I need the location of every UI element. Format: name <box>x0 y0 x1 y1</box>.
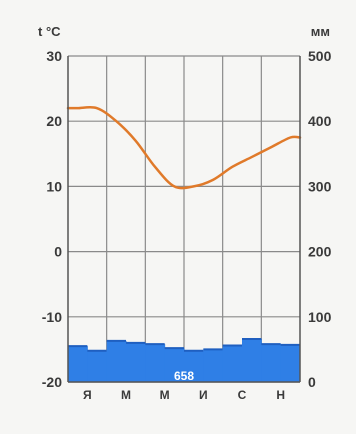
month-label: М <box>121 388 131 402</box>
month-label: И <box>199 388 208 402</box>
precipitation-bar <box>242 338 262 382</box>
precipitation-tick-label: 200 <box>308 244 332 260</box>
temperature-tick-label: -10 <box>42 309 62 325</box>
temperature-tick-label: -20 <box>42 374 62 390</box>
temperature-tick-label: 0 <box>54 244 62 260</box>
precipitation-bar <box>68 346 88 382</box>
precipitation-bar <box>106 340 127 382</box>
precipitation-bar <box>222 345 243 382</box>
month-label: М <box>160 388 170 402</box>
grid <box>68 55 300 383</box>
month-label: Н <box>276 388 285 402</box>
precipitation-tick-label: 0 <box>308 374 316 390</box>
precipitation-bar <box>184 350 204 382</box>
precipitation-bar <box>280 344 301 382</box>
precipitation-bar <box>261 344 282 382</box>
precipitation-tick-label: 500 <box>308 48 332 64</box>
left-axis-unit: t °C <box>38 24 61 39</box>
precipitation-tick-label: 300 <box>308 178 332 194</box>
precipitation-total-label: 658 <box>174 369 194 383</box>
precipitation-bar <box>87 350 108 382</box>
temperature-tick-label: 10 <box>46 178 62 194</box>
precipitation-bars <box>68 337 301 382</box>
month-label: Я <box>83 388 92 402</box>
month-label: С <box>238 388 247 402</box>
temperature-line <box>66 105 302 190</box>
right-axis-unit: мм <box>311 24 330 39</box>
precipitation-tick-label: 400 <box>308 113 332 129</box>
precipitation-bar <box>164 348 185 382</box>
precipitation-bar <box>203 349 224 382</box>
temperature-curve <box>66 105 302 190</box>
precipitation-bar <box>126 342 146 382</box>
temperature-tick-label: 30 <box>46 48 62 64</box>
temperature-tick-label: 20 <box>46 113 62 129</box>
precipitation-bar <box>145 344 166 382</box>
precipitation-tick-label: 100 <box>308 309 332 325</box>
